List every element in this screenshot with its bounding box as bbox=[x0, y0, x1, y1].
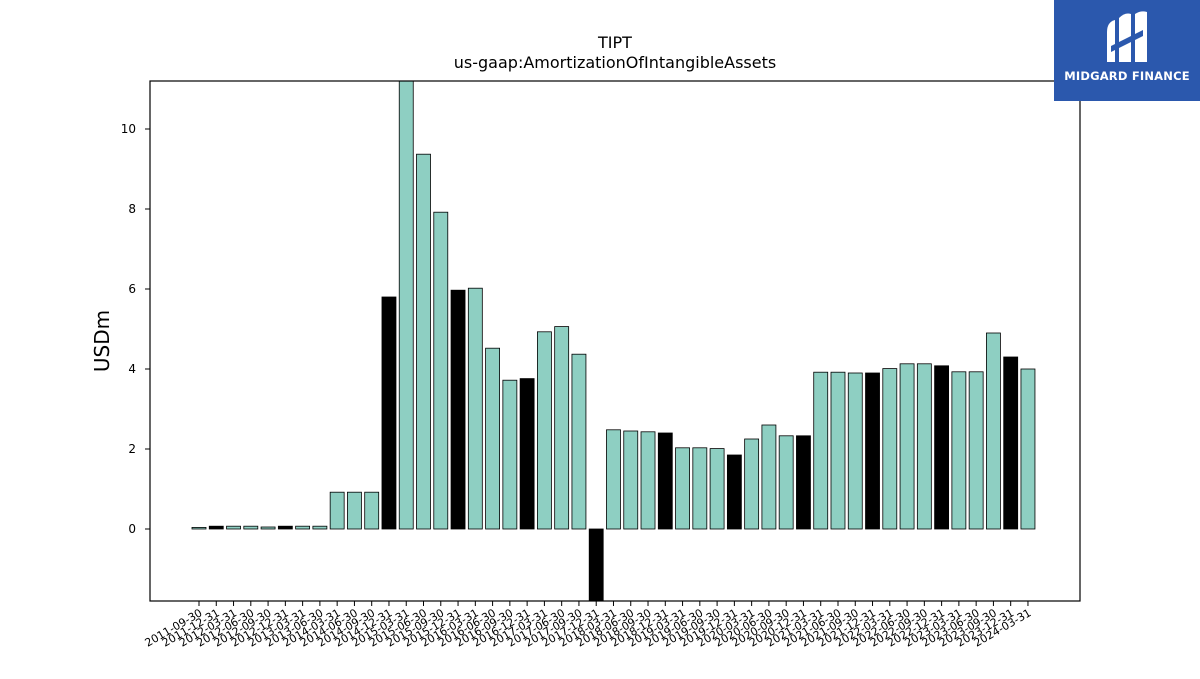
bar-2015-12-31 bbox=[450, 289, 466, 530]
bar-2011-09-30 bbox=[191, 527, 207, 530]
bar-2017-09-30 bbox=[571, 353, 587, 530]
brand-name: MIDGARD FINANCE bbox=[1064, 69, 1190, 83]
y-tick-label: 0 bbox=[128, 522, 136, 536]
bar-2023-06-30 bbox=[968, 371, 984, 530]
chart-title: TIPT bbox=[597, 33, 632, 52]
y-tick-label: 4 bbox=[128, 362, 136, 376]
bar-2015-06-30 bbox=[416, 153, 431, 530]
bars-group bbox=[191, 80, 1036, 602]
bar-2021-06-30 bbox=[830, 371, 846, 530]
bar-2022-06-30 bbox=[899, 363, 915, 530]
bar-2022-09-30 bbox=[916, 363, 932, 530]
y-tick-label: 8 bbox=[128, 202, 136, 216]
bar-2020-03-31 bbox=[744, 438, 760, 530]
bar-2017-06-30 bbox=[554, 326, 570, 530]
bar-2016-06-30 bbox=[485, 347, 500, 530]
bar-2022-12-31 bbox=[934, 365, 950, 530]
bar-2023-12-31 bbox=[1003, 356, 1019, 530]
bar-2012-09-30 bbox=[260, 526, 276, 530]
bar-2016-12-31 bbox=[519, 378, 535, 530]
bar-2020-12-31 bbox=[796, 435, 811, 530]
y-axis-label: USDm bbox=[90, 310, 114, 372]
bar-2017-03-31 bbox=[537, 331, 552, 530]
bar-2024-03-31 bbox=[1020, 368, 1036, 530]
bar-2012-12-31 bbox=[277, 525, 293, 530]
bar-2021-03-31 bbox=[813, 371, 829, 530]
x-ticks-group: 2011-09-302011-12-312012-03-312012-06-30… bbox=[143, 601, 1033, 650]
bar-2022-03-31 bbox=[882, 368, 898, 530]
midgard-logo-icon bbox=[1107, 11, 1147, 63]
bar-2014-06-30 bbox=[347, 491, 362, 530]
plot-frame bbox=[149, 80, 1081, 602]
brand-logo: MIDGARD FINANCE bbox=[1054, 0, 1200, 101]
bar-2011-12-31 bbox=[208, 525, 224, 530]
bar-2018-12-31 bbox=[657, 432, 673, 530]
bar-2012-03-31 bbox=[226, 525, 241, 530]
bar-2015-03-31 bbox=[398, 80, 414, 530]
bar-2019-03-31 bbox=[675, 447, 690, 530]
y-ticks-group: 0 2 4 6 8 10 bbox=[121, 122, 150, 536]
y-tick-label: 2 bbox=[128, 442, 136, 456]
bar-2019-12-31 bbox=[726, 454, 742, 530]
bar-2019-09-30 bbox=[709, 448, 725, 530]
bar-2014-09-30 bbox=[364, 491, 380, 530]
bar-2021-12-31 bbox=[865, 372, 880, 530]
y-tick-label: 10 bbox=[121, 122, 136, 136]
bar-2016-09-30 bbox=[502, 379, 518, 530]
y-tick-label: 6 bbox=[128, 282, 136, 296]
bar-2021-09-30 bbox=[847, 372, 863, 530]
bar-2018-03-31 bbox=[606, 429, 621, 530]
bar-2018-09-30 bbox=[640, 431, 656, 530]
bar-2018-06-30 bbox=[623, 430, 639, 530]
bar-2015-09-30 bbox=[433, 211, 449, 530]
bar-2014-12-31 bbox=[381, 296, 397, 530]
bar-2023-03-31 bbox=[951, 371, 967, 530]
bar-2023-09-30 bbox=[986, 332, 1001, 530]
bar-2019-06-30 bbox=[692, 447, 708, 530]
bar-2013-03-31 bbox=[295, 525, 311, 530]
bar-2020-06-30 bbox=[761, 424, 777, 530]
bar-2014-03-31 bbox=[329, 491, 345, 530]
bar-2020-09-30 bbox=[778, 435, 794, 530]
bar-2013-06-30 bbox=[312, 525, 328, 530]
chart-subtitle: us-gaap:AmortizationOfIntangibleAssets bbox=[454, 53, 776, 72]
bar-2012-06-30 bbox=[243, 525, 259, 530]
bar-2016-03-31 bbox=[467, 287, 483, 530]
bar-2017-12-31 bbox=[588, 528, 604, 602]
